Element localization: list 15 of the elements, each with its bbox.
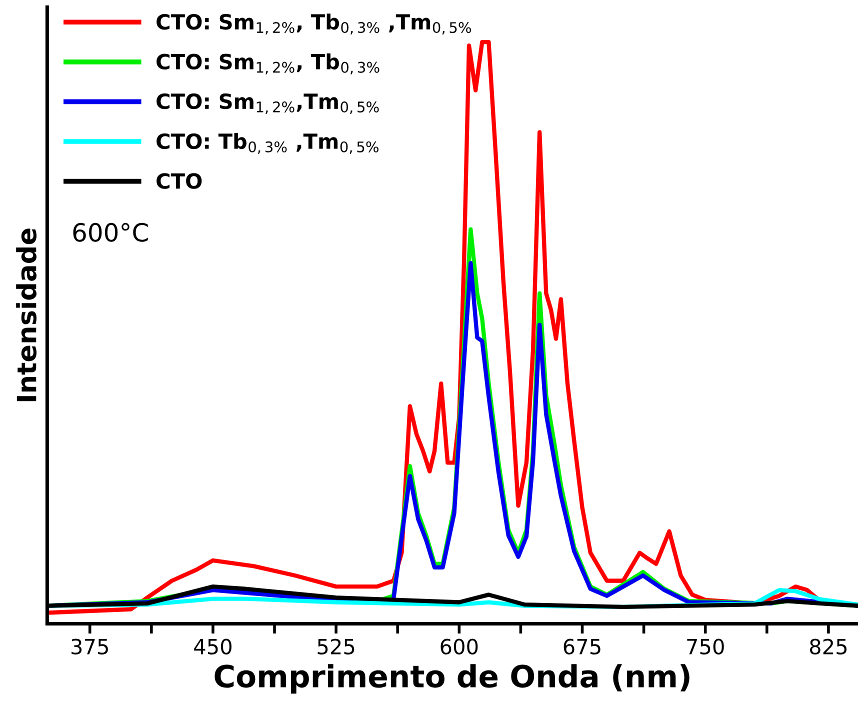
legend-label: CTO: Sm$_{1,2%}$, Tb$_{0,3%}$ ,Tm$_{0,5%}$ [156,14,472,35]
x-tick-label: 525 [318,638,354,654]
x-tick-label: 450 [194,638,232,654]
legend-label: CTO: Tb$_{0,3%}$ ,Tm$_{0,5%}$ [156,132,378,154]
legend-label: CTO: Sm$_{1,2%}$,Tm$_{0,5%}$ [156,93,379,114]
legend-label: CTO [156,173,202,189]
x-tick-label: 750 [687,638,724,654]
x-tick-label: 825 [810,638,847,654]
x-axis-title: Comprimento de Onda (nm) [214,664,690,694]
y-axis-title: Intensidade [16,228,37,402]
annotation: 600°C [73,222,148,242]
legend-label: CTO: Sm$_{1,2%}$, Tb$_{0,3%}$ [156,53,380,74]
x-tick-label: 600 [440,638,478,654]
x-tick-label: 675 [564,638,600,654]
x-tick-label: 375 [72,638,108,654]
